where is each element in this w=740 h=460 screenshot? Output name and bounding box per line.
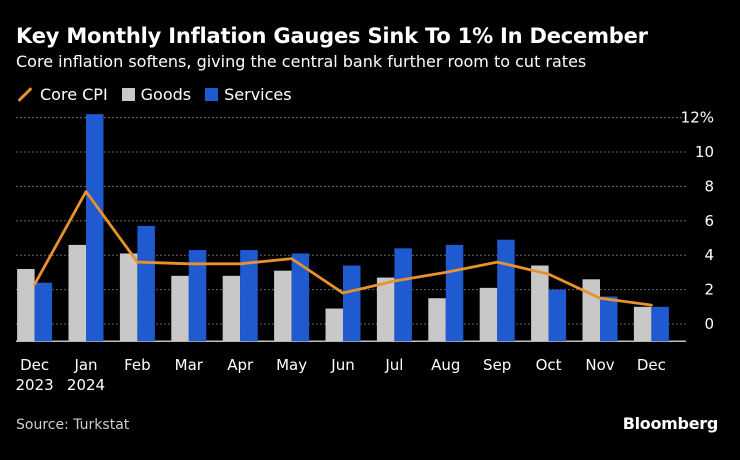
x-tick-label: Jul xyxy=(384,356,403,374)
x-tick-label: Dec xyxy=(637,356,666,374)
bar-services xyxy=(343,265,361,342)
bar-services xyxy=(445,244,464,342)
legend-item-core-cpi: Core CPI xyxy=(16,85,108,104)
x-tick-label: Mar xyxy=(175,356,204,374)
bar-goods xyxy=(171,275,189,342)
bar-services xyxy=(291,253,310,342)
x-tick-label: May xyxy=(276,356,307,374)
legend-swatch-goods xyxy=(121,88,135,101)
bar-services xyxy=(86,114,104,342)
chart-subtitle: Core inflation softens, giving the centr… xyxy=(16,52,587,71)
x-tick-label: Sep xyxy=(483,356,511,374)
bar-goods xyxy=(222,275,241,342)
bar-goods xyxy=(479,287,498,342)
bar-goods xyxy=(582,279,600,342)
x-tick-label: 2023 xyxy=(16,376,54,394)
x-tick-label: Jan xyxy=(73,356,97,374)
bar-services xyxy=(137,225,155,342)
x-tick-label: Oct xyxy=(536,356,562,374)
x-tick-label: Feb xyxy=(124,356,151,374)
bar-goods xyxy=(376,277,395,342)
bar-goods xyxy=(531,265,549,342)
bar-services xyxy=(240,250,258,342)
x-tick-label: Aug xyxy=(431,356,460,374)
bar-services xyxy=(651,306,669,342)
y-tick-label: 0 xyxy=(704,315,714,333)
y-tick-label: 4 xyxy=(704,246,714,264)
bar-services xyxy=(34,282,53,342)
x-tick-label: Nov xyxy=(585,356,614,374)
bloomberg-logo: Bloomberg xyxy=(622,414,719,433)
y-tick-label: 10 xyxy=(695,143,714,161)
legend-item-goods: Goods xyxy=(121,85,192,104)
y-tick-label: 12% xyxy=(681,109,714,127)
bar-goods xyxy=(633,306,652,342)
bar-goods xyxy=(325,308,343,342)
legend-label-core-cpi: Core CPI xyxy=(40,85,108,104)
y-tick-label: 8 xyxy=(704,177,714,195)
legend-label-goods: Goods xyxy=(140,85,192,104)
legend-item-services: Services xyxy=(205,85,292,104)
source-note: Source: Turkstat xyxy=(16,417,130,433)
bar-services xyxy=(188,250,207,342)
bar-goods xyxy=(428,298,446,342)
legend: Core CPI Goods Services xyxy=(16,85,306,104)
legend-label-services: Services xyxy=(224,85,292,104)
x-tick-label: Jun xyxy=(330,356,354,374)
bar-services xyxy=(497,239,515,342)
bar-goods xyxy=(119,253,138,342)
bar-services xyxy=(600,296,618,342)
line-core-cpi xyxy=(33,190,653,307)
x-tick-label: Dec xyxy=(20,356,49,374)
bar-goods xyxy=(17,268,35,342)
legend-swatch-services xyxy=(205,88,219,101)
bar-services xyxy=(394,248,412,342)
bar-goods xyxy=(68,244,86,342)
bar-services xyxy=(548,289,567,342)
x-tick-label: Apr xyxy=(227,356,254,374)
y-tick-label: 2 xyxy=(704,281,714,299)
x-tick-label: 2024 xyxy=(67,376,105,394)
y-tick-label: 6 xyxy=(704,212,714,230)
chart-title: Key Monthly Inflation Gauges Sink To 1% … xyxy=(16,24,648,48)
bar-goods xyxy=(274,270,292,342)
